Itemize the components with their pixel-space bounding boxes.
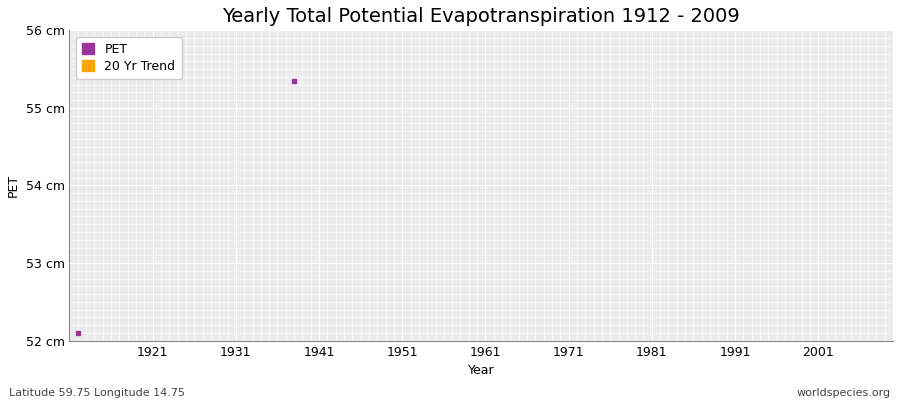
Legend: PET, 20 Yr Trend: PET, 20 Yr Trend: [76, 36, 182, 79]
Text: worldspecies.org: worldspecies.org: [796, 388, 891, 398]
Title: Yearly Total Potential Evapotranspiration 1912 - 2009: Yearly Total Potential Evapotranspiratio…: [222, 7, 740, 26]
X-axis label: Year: Year: [468, 364, 495, 377]
Y-axis label: PET: PET: [7, 174, 20, 197]
Text: Latitude 59.75 Longitude 14.75: Latitude 59.75 Longitude 14.75: [9, 388, 185, 398]
